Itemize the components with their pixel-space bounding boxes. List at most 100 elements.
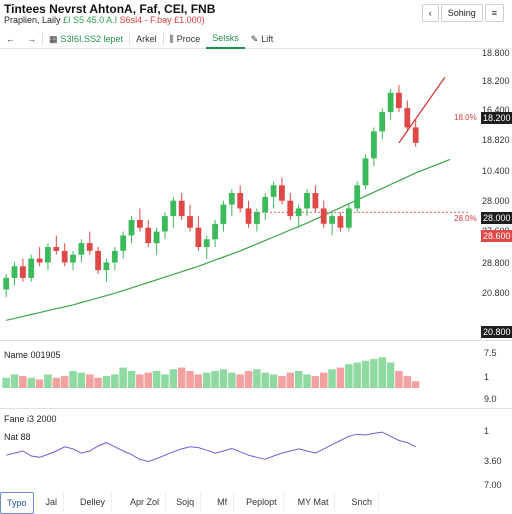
candle-body bbox=[354, 185, 361, 209]
menu-icon[interactable]: ≡ bbox=[484, 4, 504, 22]
candle-body bbox=[270, 185, 277, 197]
price-label-bottom: 20.800 bbox=[481, 326, 512, 338]
x-axis-label: Apr Zol bbox=[112, 492, 167, 512]
volume-bar bbox=[111, 374, 119, 388]
x-axis-label[interactable]: Typo bbox=[0, 492, 34, 514]
volume-axis-label: 7.5 bbox=[484, 348, 497, 358]
volume-bar bbox=[102, 376, 111, 388]
tab-arkel[interactable]: Arkel bbox=[136, 34, 157, 44]
candle-body bbox=[254, 212, 260, 224]
candle-body bbox=[220, 204, 227, 224]
candle-body bbox=[120, 235, 127, 251]
price-axis-label: 28.800 bbox=[482, 258, 510, 268]
price-chart[interactable]: 18.80018.20016.40018.82010.40028.00027.6… bbox=[0, 48, 512, 338]
candle-body bbox=[145, 227, 152, 244]
candle-body bbox=[404, 108, 411, 128]
forward-button[interactable]: → bbox=[27, 34, 36, 44]
calendar-icon: ▦ bbox=[49, 33, 58, 44]
symbol-selector[interactable]: ▦ S3I6I.SS2 lepet bbox=[43, 30, 129, 48]
volume-bar bbox=[361, 360, 370, 388]
header: Tintees Nevrst AhtonA, Faf, CEI, FNB Pra… bbox=[0, 0, 512, 28]
candle-body bbox=[103, 262, 110, 271]
candle-body bbox=[78, 243, 85, 255]
osc-axis-label: 7.00 bbox=[484, 480, 502, 490]
volume-bar bbox=[194, 374, 203, 388]
volume-bar bbox=[10, 374, 19, 388]
candle-body bbox=[53, 247, 60, 251]
osc-subtitle: Nat 88 bbox=[4, 432, 31, 442]
candle-body bbox=[195, 227, 202, 247]
volume-bar bbox=[286, 372, 295, 388]
tab-selsks[interactable]: Selsks bbox=[206, 29, 245, 49]
oscillator-line bbox=[6, 431, 416, 463]
volume-bar bbox=[403, 376, 412, 388]
candle-body bbox=[320, 208, 327, 224]
subtitle-prefix: Praplien, Laily bbox=[4, 15, 61, 25]
prev-button[interactable]: ‹ bbox=[421, 4, 439, 22]
moving-average-line bbox=[6, 158, 451, 321]
trend-percent-label: 18.0% bbox=[454, 113, 477, 122]
price-axis-label: 18.200 bbox=[482, 76, 510, 86]
tab-proce[interactable]: ⫼ Proce bbox=[164, 30, 207, 48]
volume-bar bbox=[44, 374, 52, 388]
volume-bar bbox=[144, 372, 152, 388]
draw-icon: ✎ bbox=[250, 33, 259, 44]
volume-bar bbox=[370, 359, 378, 388]
chart-title: Tintees Nevrst AhtonA, Faf, CEI, FNB bbox=[4, 2, 216, 16]
candle-icon: ⫼ bbox=[169, 33, 174, 44]
x-axis-label: Sojq bbox=[166, 492, 202, 512]
volume-bar bbox=[169, 369, 178, 388]
candle-body bbox=[245, 208, 252, 224]
volume-bar bbox=[261, 372, 269, 388]
candle-body bbox=[36, 258, 43, 263]
volume-bar bbox=[161, 374, 169, 388]
volume-bar bbox=[386, 362, 395, 388]
candle-body bbox=[345, 208, 352, 228]
candle-body bbox=[203, 239, 210, 247]
volume-bar bbox=[244, 371, 253, 388]
osc-axis-label: 1 bbox=[484, 426, 489, 436]
volume-chart[interactable]: 7.5 1 9.0 bbox=[0, 344, 512, 406]
candle-body bbox=[396, 92, 402, 109]
candle-body bbox=[162, 216, 168, 232]
candle-body bbox=[262, 196, 269, 213]
volume-bar bbox=[177, 367, 186, 388]
volume-bar bbox=[395, 371, 403, 388]
candle-body bbox=[86, 243, 93, 251]
oscillator-chart[interactable]: 1 3.60 7.00 bbox=[0, 410, 512, 490]
volume-bar bbox=[52, 377, 61, 388]
volume-bar bbox=[320, 372, 328, 388]
x-axis-label: Mf bbox=[201, 492, 235, 512]
back-button[interactable]: ← bbox=[6, 34, 15, 44]
volume-bar bbox=[228, 372, 236, 388]
candle-body bbox=[3, 277, 10, 290]
price-axis-label: 18.820 bbox=[482, 135, 510, 145]
x-axis-label: Snch bbox=[335, 492, 379, 512]
candle-body bbox=[362, 158, 369, 186]
subtitle-values: £I S5 45.0 A.I bbox=[63, 15, 118, 25]
candle-body bbox=[412, 127, 419, 143]
candle-body bbox=[45, 247, 51, 263]
price-label-top: 18.200 bbox=[481, 112, 512, 124]
candle-body bbox=[178, 200, 185, 217]
price-axis: 18.80018.20016.40018.82010.40028.00027.6… bbox=[482, 48, 510, 298]
settings-button[interactable]: Sohing bbox=[440, 4, 483, 22]
tab-proce-label: Proce bbox=[176, 34, 201, 44]
toolbar-divider bbox=[129, 33, 131, 45]
candle-body bbox=[170, 200, 177, 217]
x-axis-label: MY Mat bbox=[284, 492, 336, 512]
chart-subtitle: Praplien, Laily £I S5 45.0 A.I S6sl4 - F… bbox=[4, 15, 205, 25]
tab-lift[interactable]: ✎ Lift bbox=[245, 30, 280, 48]
volume-bar bbox=[136, 374, 144, 388]
volume-bar bbox=[211, 371, 219, 388]
price-label-mid: 28.000 bbox=[481, 212, 512, 224]
volume-bar bbox=[353, 362, 361, 388]
trend-line bbox=[398, 76, 446, 144]
candle-body bbox=[20, 266, 26, 278]
volume-bar bbox=[69, 371, 77, 388]
candle-body bbox=[128, 220, 135, 236]
volume-bar bbox=[345, 364, 353, 388]
volume-bar bbox=[19, 376, 27, 388]
price-axis-label: 16.400 bbox=[482, 105, 510, 115]
subtitle-change: S6sl4 - F.bay £1.000) bbox=[119, 15, 205, 25]
